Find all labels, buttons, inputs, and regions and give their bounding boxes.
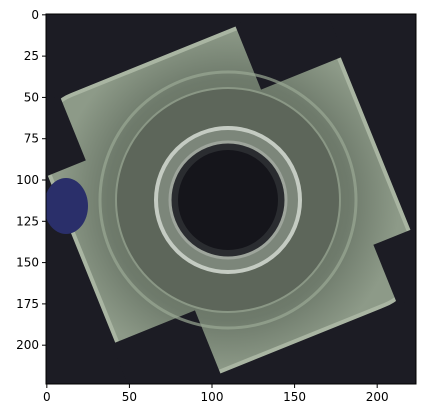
photo [46, 14, 416, 384]
ring [98, 70, 358, 330]
x-tick-label: 100 [201, 390, 224, 404]
notch [111, 310, 222, 384]
y-tick-label: 100 [16, 173, 39, 187]
y-tick-label: 25 [24, 49, 39, 63]
hole-inner [178, 150, 278, 250]
y-tick-label: 50 [24, 90, 39, 104]
y-tick-label: 175 [16, 297, 39, 311]
y-tick-label: 125 [16, 214, 39, 228]
x-tick-label: 50 [122, 390, 137, 404]
notch [234, 14, 345, 90]
x-tick-label: 200 [366, 390, 389, 404]
y-tick-label: 200 [16, 338, 39, 352]
notch [46, 95, 86, 178]
y-tick-label: 150 [16, 256, 39, 270]
blue-spot [46, 178, 88, 234]
axes-frame [45, 13, 417, 385]
x-tick-label: 0 [43, 390, 51, 404]
notch [373, 227, 416, 306]
y-tick-label: 75 [24, 132, 39, 146]
x-tick-label: 150 [283, 390, 306, 404]
y-tick-label: 0 [31, 8, 39, 22]
